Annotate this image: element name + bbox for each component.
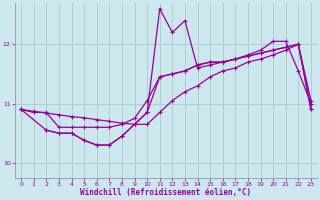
X-axis label: Windchill (Refroidissement éolien,°C): Windchill (Refroidissement éolien,°C) (80, 188, 252, 197)
